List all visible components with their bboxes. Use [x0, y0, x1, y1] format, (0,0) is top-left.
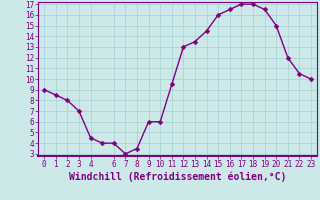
X-axis label: Windchill (Refroidissement éolien,°C): Windchill (Refroidissement éolien,°C)	[69, 172, 286, 182]
